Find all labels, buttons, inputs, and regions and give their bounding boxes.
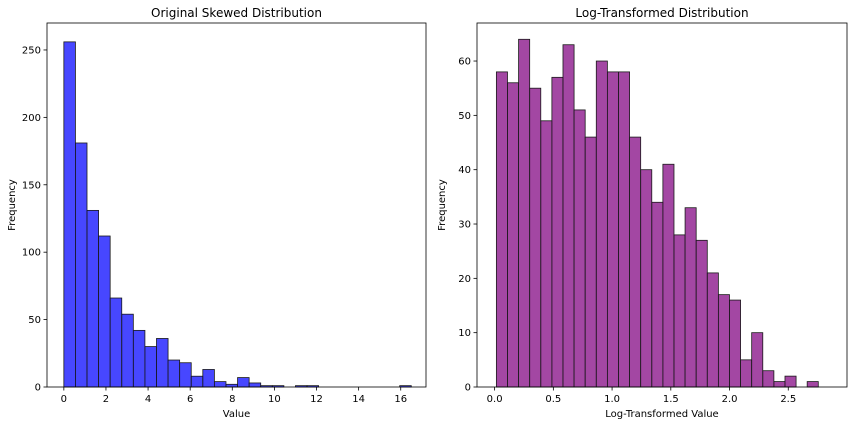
histogram-bar — [740, 359, 753, 388]
ticks: 0.0 0.5 1.0 1.5 2.0 2.5 0 10 20 30 40 50 60 — [458, 57, 796, 405]
histogram-bar — [75, 142, 88, 388]
histogram-bar — [651, 201, 664, 388]
y-tick-label: 50 — [28, 315, 41, 326]
y-tick-label: 60 — [458, 57, 471, 68]
histogram-bar — [684, 207, 697, 388]
histogram-bar — [248, 382, 262, 388]
y-tick-label: 100 — [22, 248, 41, 259]
y-tick-label: 20 — [458, 274, 471, 285]
axes-frame — [46, 22, 427, 388]
histogram-bar — [213, 381, 227, 388]
y-tick-label: 30 — [458, 220, 471, 231]
y-axis-label: Frequency — [7, 179, 18, 231]
histogram-bar — [729, 299, 741, 388]
histogram-bar — [717, 294, 730, 388]
histogram-bar — [495, 71, 508, 388]
histogram-bar — [540, 120, 553, 388]
histogram-bar — [751, 332, 764, 388]
histogram-bar — [225, 383, 238, 388]
x-tick-label: 2 — [103, 394, 109, 405]
x-tick-label: 8 — [229, 394, 235, 405]
histogram-bar — [562, 44, 575, 388]
histogram-bar — [121, 313, 134, 388]
x-tick-label: 6 — [187, 394, 193, 405]
histogram-bar — [762, 370, 775, 388]
histogram-bar — [179, 362, 192, 388]
x-axis-label: Log-Transformed Value — [605, 409, 718, 420]
histogram-bar — [507, 82, 519, 388]
y-tick-label: 40 — [458, 165, 471, 176]
y-tick-label: 10 — [458, 328, 471, 339]
y-tick-label: 250 — [22, 45, 41, 56]
histogram-bar — [640, 169, 653, 388]
histogram-bar — [529, 87, 542, 388]
x-tick-label: 2.5 — [780, 394, 796, 405]
histogram-bar — [86, 209, 99, 388]
histogram-bar — [695, 239, 708, 388]
y-tick-label: 50 — [458, 111, 471, 122]
histogram-bar — [167, 359, 181, 388]
histogram-bar — [551, 76, 564, 388]
y-tick-label: 150 — [22, 180, 41, 191]
histogram-bar — [237, 377, 250, 388]
x-tick-label: 16 — [394, 394, 407, 405]
histogram-log: Log-Transformed Distribution Log-Transfo… — [437, 6, 848, 420]
x-tick-label: 14 — [352, 394, 365, 405]
chart-title: Original Skewed Distribution — [151, 6, 322, 20]
x-tick-label: 0.5 — [545, 394, 561, 405]
chart-title: Log-Transformed Distribution — [575, 6, 748, 20]
x-axis-label: Value — [223, 409, 250, 420]
histogram-bar — [706, 272, 719, 388]
histogram-bar — [673, 234, 686, 388]
x-tick-label: 12 — [310, 394, 323, 405]
histogram-bar — [518, 38, 531, 388]
x-tick-label: 0 — [61, 394, 67, 405]
histogram-bar — [806, 381, 819, 388]
histogram-bar — [109, 297, 123, 388]
histogram-bar — [595, 60, 608, 388]
y-axis-label: Frequency — [437, 179, 448, 231]
histogram-bar — [606, 71, 619, 388]
x-tick-label: 10 — [268, 394, 281, 405]
bars — [495, 38, 819, 388]
histogram-bar — [156, 338, 169, 388]
y-tick-label: 0 — [465, 383, 471, 394]
x-tick-label: 1.0 — [604, 394, 620, 405]
y-tick-label: 200 — [22, 113, 41, 124]
histogram-bar — [98, 235, 111, 388]
x-tick-label: 4 — [145, 394, 151, 405]
y-tick-label: 0 — [35, 383, 41, 394]
histogram-bar — [618, 71, 630, 388]
x-tick-label: 1.5 — [663, 394, 679, 405]
histogram-bar — [773, 381, 786, 388]
x-tick-label: 0.0 — [487, 394, 503, 405]
bars — [63, 41, 412, 388]
histogram-bar — [144, 346, 157, 388]
histogram-bar — [573, 109, 586, 388]
histogram-bar — [662, 163, 675, 388]
axes-frame — [476, 22, 848, 388]
ticks: 0 2 4 6 8 10 12 14 16 0 50 100 150 200 250 — [22, 45, 407, 405]
histogram-bar — [63, 41, 76, 388]
x-tick-label: 2.0 — [722, 394, 738, 405]
histogram-bar — [202, 369, 215, 388]
histogram-bar — [132, 329, 146, 388]
histogram-bar — [584, 136, 597, 388]
histogram-bar — [190, 375, 204, 388]
histogram-bar — [629, 136, 642, 388]
histogram-original: Original Skewed Distribution Value Frequ… — [7, 6, 427, 420]
histogram-bar — [784, 375, 797, 388]
